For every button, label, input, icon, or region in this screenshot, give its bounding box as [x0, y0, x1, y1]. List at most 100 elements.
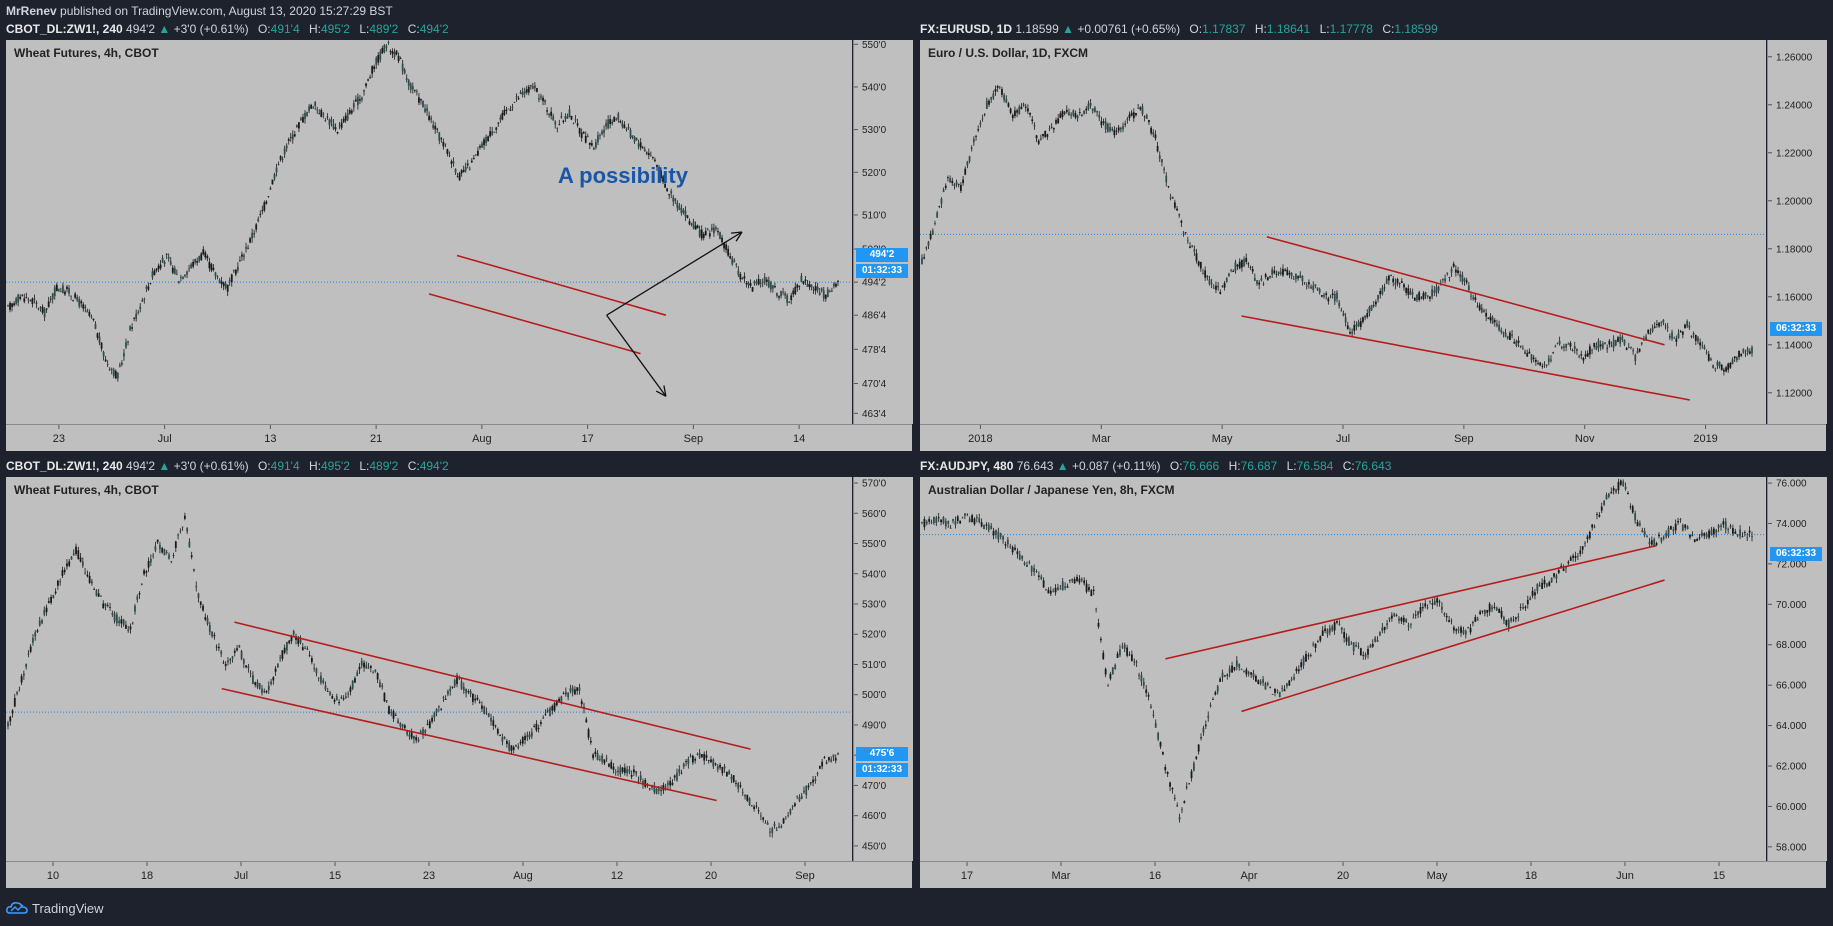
- trend-line[interactable]: [234, 621, 751, 750]
- trend-line[interactable]: [1165, 544, 1657, 660]
- candle: [310, 103, 313, 110]
- time-axis[interactable]: 10 18 Jul 15 23 Aug 12 20 Sep: [6, 861, 912, 888]
- candle: [1233, 666, 1236, 672]
- candle: [435, 708, 438, 717]
- candle: [9, 715, 12, 726]
- candle: [1200, 733, 1202, 741]
- candle: [1301, 275, 1304, 286]
- candle: [1256, 279, 1258, 286]
- candle: [1646, 534, 1648, 538]
- candle: [1743, 530, 1746, 537]
- candle: [293, 130, 296, 138]
- candle: [490, 713, 492, 726]
- candle: [304, 110, 306, 124]
- time-tick-label: 10: [47, 870, 59, 882]
- candle: [526, 731, 529, 741]
- trend-line[interactable]: [221, 687, 717, 802]
- candle: [1208, 275, 1211, 286]
- candle: [805, 785, 808, 799]
- candle: [1491, 315, 1494, 324]
- candle: [202, 603, 204, 612]
- arrow-drawing[interactable]: [606, 314, 667, 397]
- candle: [537, 724, 540, 733]
- plot-area[interactable]: Wheat Futures, 4h, CBOT A possibility: [6, 40, 852, 424]
- candle: [1717, 523, 1720, 533]
- candle: [1612, 485, 1615, 495]
- candle: [1007, 101, 1010, 108]
- candle: [408, 730, 411, 740]
- candle: [820, 287, 823, 293]
- candle: [934, 220, 936, 226]
- candle: [184, 274, 186, 278]
- candle: [1448, 276, 1451, 282]
- price-axis[interactable]: 58.000 60.000 62.000 64.000 66.000 68.000 70.0…: [1767, 477, 1827, 861]
- trend-line[interactable]: [1241, 579, 1665, 713]
- candle: [678, 203, 681, 211]
- candle: [1748, 526, 1751, 538]
- candle: [692, 218, 695, 230]
- candle: [1470, 292, 1472, 301]
- candle: [1202, 268, 1204, 275]
- price-axis[interactable]: 1.12000 1.14000 1.16000 1.18000 1.20000 1.220…: [1767, 40, 1827, 424]
- symbol-name[interactable]: CBOT_DL:ZW1!, 240: [6, 22, 123, 36]
- candle: [1121, 642, 1124, 649]
- plot-area[interactable]: Wheat Futures, 4h, CBOT: [6, 477, 852, 861]
- trend-line[interactable]: [1266, 236, 1665, 346]
- trend-line[interactable]: [456, 254, 667, 316]
- price-axis[interactable]: 463'4470'4478'4486'4494'2502'0510'0520'0…: [853, 40, 913, 424]
- candle: [1672, 526, 1675, 535]
- candle: [1044, 130, 1047, 139]
- time-axis[interactable]: 17 Mar 16 Apr 20 May 18 Jun 15: [920, 861, 1826, 888]
- candle: [643, 146, 646, 152]
- arrow-drawing[interactable]: [606, 231, 743, 316]
- brand-name[interactable]: TradingView: [32, 900, 104, 916]
- candle: [1524, 349, 1526, 355]
- candle: [359, 94, 361, 104]
- candle: [220, 276, 223, 289]
- plot-area[interactable]: Australian Dollar / Japanese Yen, 8h, FX…: [920, 477, 1766, 861]
- symbol-name[interactable]: CBOT_DL:ZW1!, 240: [6, 459, 123, 473]
- candle: [1161, 158, 1163, 167]
- candle: [712, 758, 715, 770]
- symbol-name[interactable]: FX:EURUSD, 1D: [920, 22, 1013, 36]
- last-value: 494'2: [126, 22, 156, 36]
- candle: [1541, 363, 1544, 369]
- time-axis[interactable]: 2018 Mar May Jul Sep Nov 2019: [920, 424, 1826, 451]
- plot-area[interactable]: Euro / U.S. Dollar, 1D, FXCM: [920, 40, 1766, 424]
- candle: [1271, 266, 1274, 278]
- candle: [955, 179, 958, 188]
- candle: [230, 273, 233, 287]
- time-axis[interactable]: 23 Jul 13 21 Aug 17 Sep 14: [6, 424, 912, 451]
- candle: [433, 711, 436, 722]
- high-value: 495'2: [320, 459, 350, 473]
- trend-line[interactable]: [428, 293, 641, 355]
- candle: [1736, 534, 1739, 538]
- candle: [1078, 108, 1081, 116]
- candle: [1412, 613, 1415, 619]
- candle: [1109, 122, 1111, 133]
- author-name[interactable]: MrRenev: [6, 4, 57, 18]
- tradingview-cloud-icon[interactable]: [6, 901, 28, 915]
- candle: [1231, 661, 1233, 673]
- candle: [605, 119, 607, 130]
- candle: [168, 552, 170, 560]
- candle: [1349, 327, 1351, 335]
- symbol-name[interactable]: FX:AUDJPY, 480: [920, 459, 1014, 473]
- countdown-badge: 01:32:33: [856, 763, 908, 777]
- candle: [389, 49, 392, 56]
- candle: [110, 367, 113, 375]
- candle: [1474, 614, 1477, 623]
- candle: [686, 214, 689, 219]
- candle: [216, 275, 219, 280]
- annotation-text[interactable]: A possibility: [558, 163, 688, 188]
- candle: [271, 179, 274, 185]
- candle: [978, 513, 981, 524]
- trend-line[interactable]: [1241, 315, 1691, 401]
- candle: [1538, 581, 1541, 587]
- price-axis[interactable]: 450'0460'0470'0480'0490'0500'0510'0520'0…: [853, 477, 913, 861]
- candle: [1099, 636, 1102, 643]
- candle: [156, 539, 159, 545]
- candle: [1037, 138, 1040, 146]
- candle: [1297, 275, 1299, 281]
- candle: [491, 127, 494, 136]
